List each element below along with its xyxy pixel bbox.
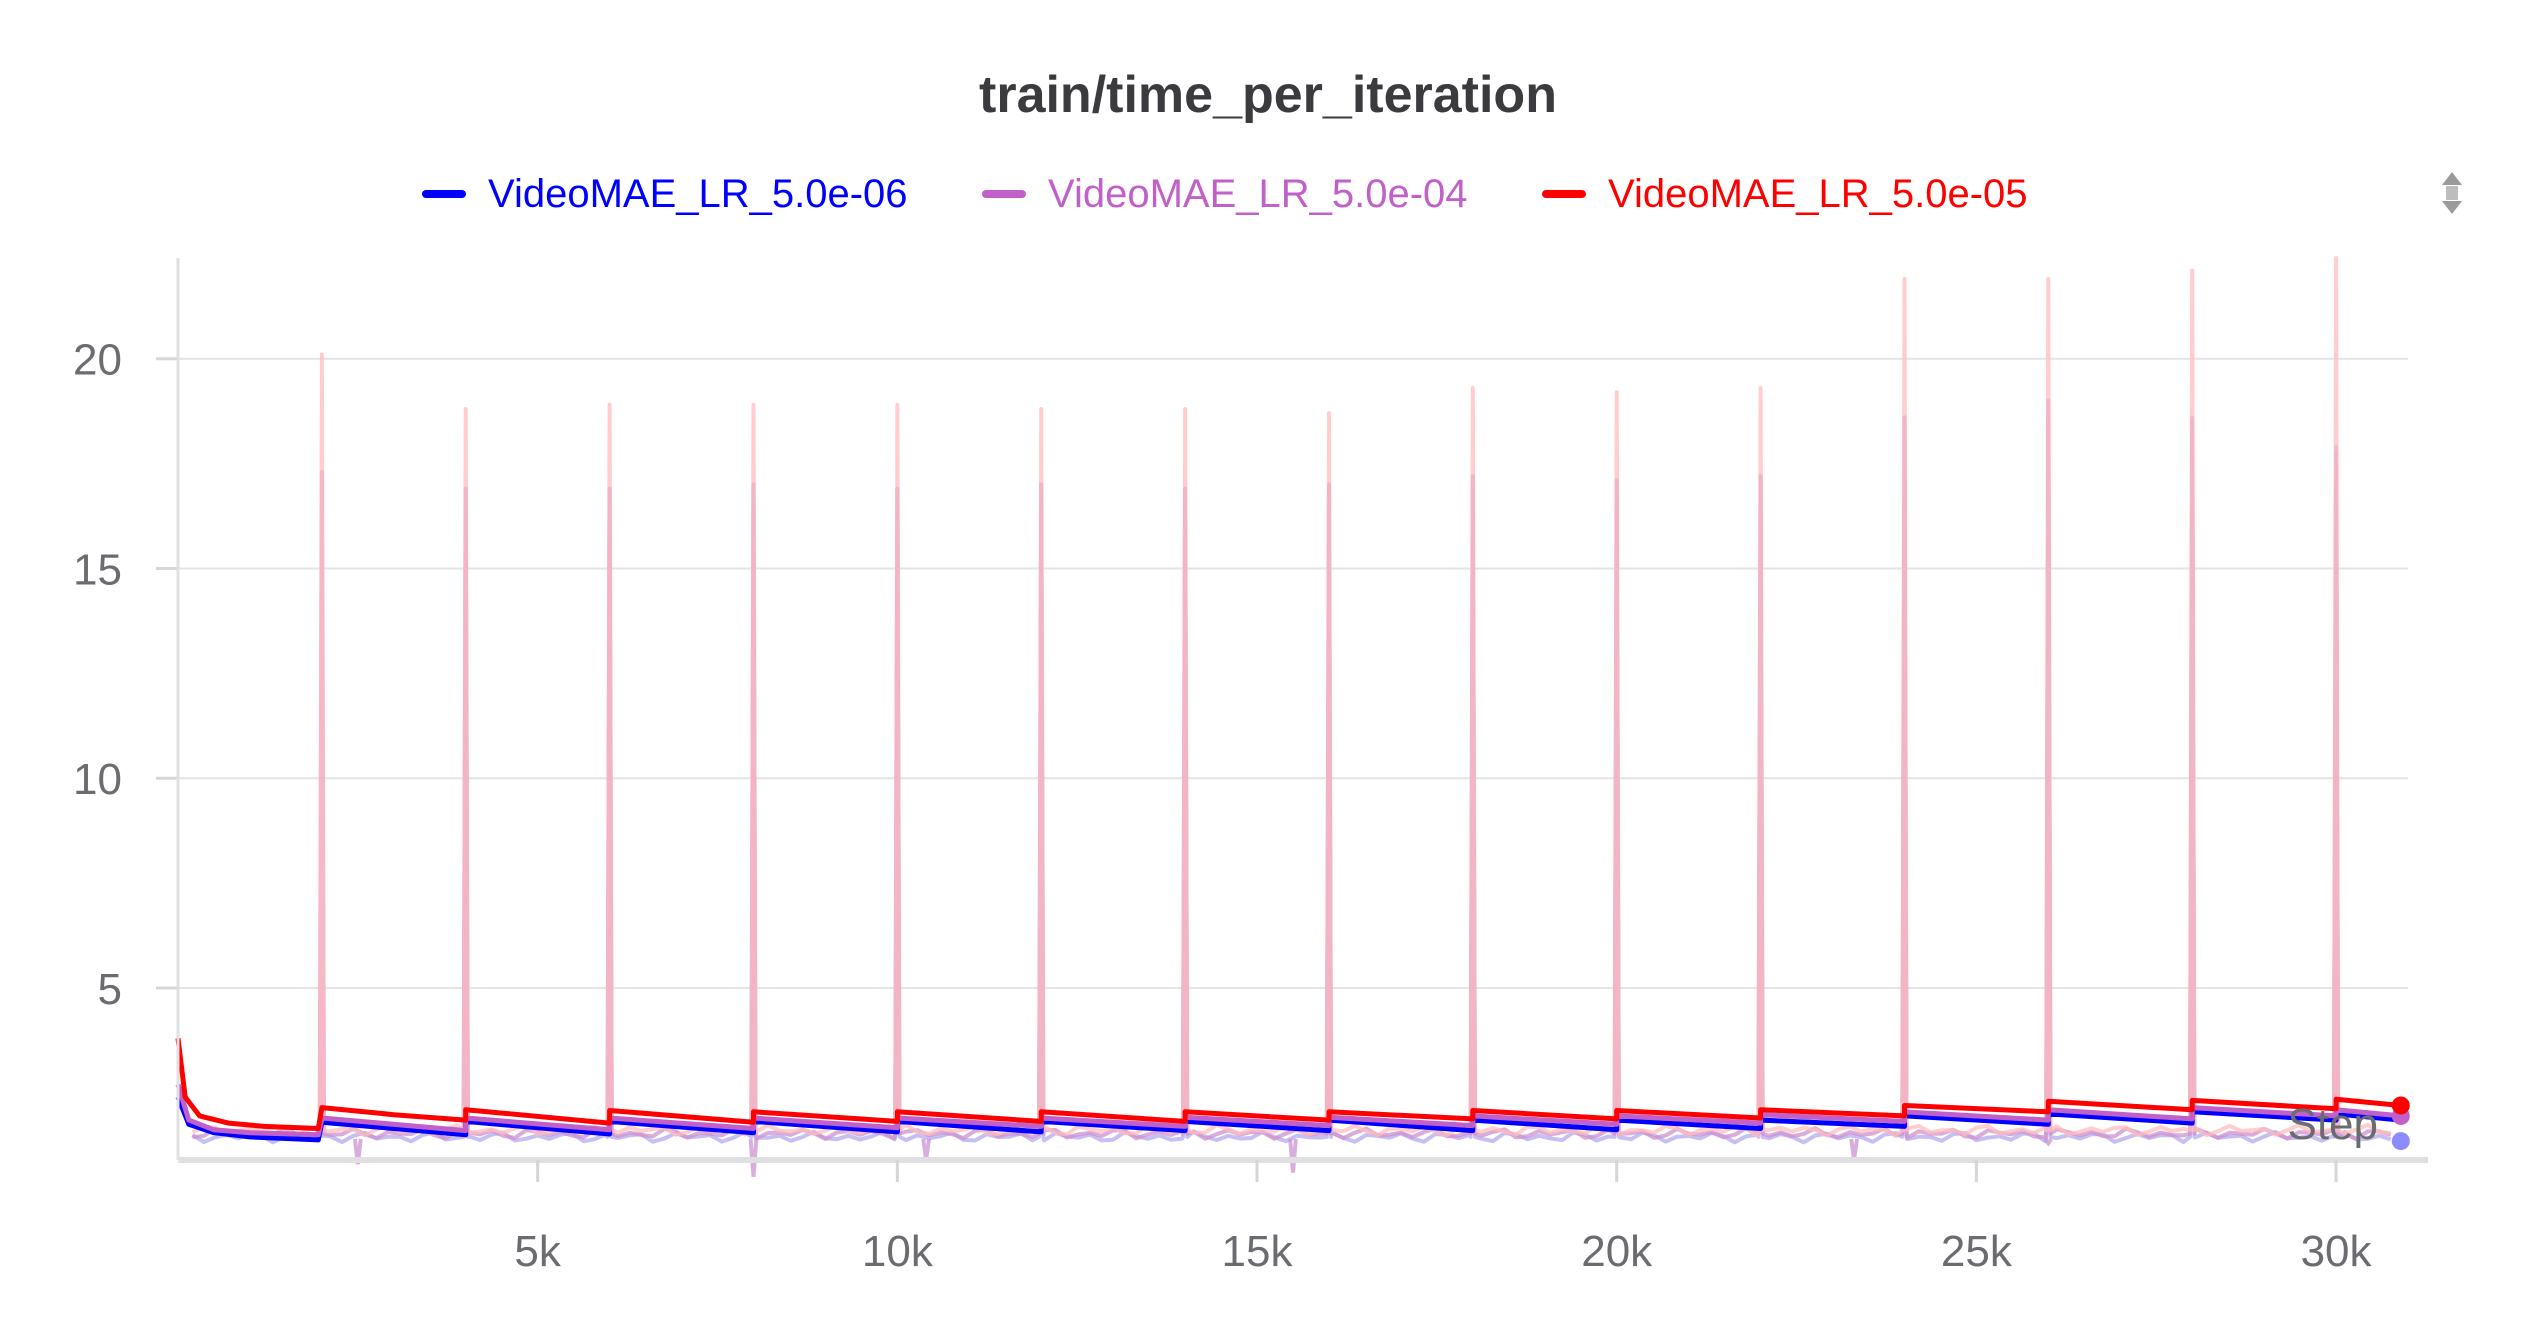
x-tick-label: 25k	[1941, 1227, 2013, 1276]
x-tick-label: 5k	[514, 1227, 561, 1276]
raw-series-2	[191, 256, 2391, 1138]
raw-dip	[2043, 1137, 2053, 1147]
smoothed-series-2	[175, 1037, 2402, 1131]
legend-label: VideoMAE_LR_5.0e-04	[1048, 172, 1468, 216]
raw-series-0	[191, 398, 2392, 1145]
legend-label: VideoMAE_LR_5.0e-06	[488, 172, 908, 216]
y-tick-label: 20	[73, 336, 122, 385]
x-tick-label: 15k	[1222, 1227, 1294, 1276]
raw-series-layer	[191, 256, 2392, 1177]
grid-lines	[178, 357, 2408, 989]
series-end-marker	[2391, 1096, 2410, 1115]
legend-item-lr-5e-04[interactable]: VideoMAE_LR_5.0e-04	[982, 172, 1468, 216]
raw-dip	[921, 1138, 931, 1161]
x-tick-label: 20k	[1581, 1227, 1653, 1276]
chart-title: train/time_per_iteration	[979, 66, 1557, 124]
legend-label: VideoMAE_LR_5.0e-05	[1608, 172, 2028, 216]
axes: 5 10 15 20 5k 10k 15k 20k 25k 30k	[73, 258, 2428, 1276]
raw-dip	[1288, 1138, 1298, 1173]
legend-swatch	[982, 190, 1026, 198]
y-tick-label: 10	[73, 755, 122, 804]
series-end-marker	[2391, 1132, 2410, 1151]
legend-swatch	[1542, 190, 1586, 198]
y-tick-label: 15	[73, 545, 122, 594]
legend-item-lr-5e-06[interactable]: VideoMAE_LR_5.0e-06	[422, 172, 908, 216]
raw-dip	[748, 1138, 759, 1177]
legend-item-lr-5e-05[interactable]: VideoMAE_LR_5.0e-05	[1542, 172, 2028, 216]
chevron-updown-icon[interactable]	[2442, 172, 2462, 214]
raw-dip	[1849, 1138, 1859, 1161]
x-tick-label: 30k	[2301, 1227, 2373, 1276]
legend-swatch	[422, 190, 466, 198]
y-tick-label: 5	[98, 965, 122, 1014]
smoothed-series-layer	[175, 1037, 2410, 1151]
legend: VideoMAE_LR_5.0e-06 VideoMAE_LR_5.0e-04 …	[422, 172, 2028, 216]
x-axis-label: Step	[2287, 1100, 2378, 1149]
x-tick-label: 10k	[862, 1227, 934, 1276]
raw-series-1	[192, 398, 2392, 1141]
raw-dip	[352, 1138, 363, 1165]
